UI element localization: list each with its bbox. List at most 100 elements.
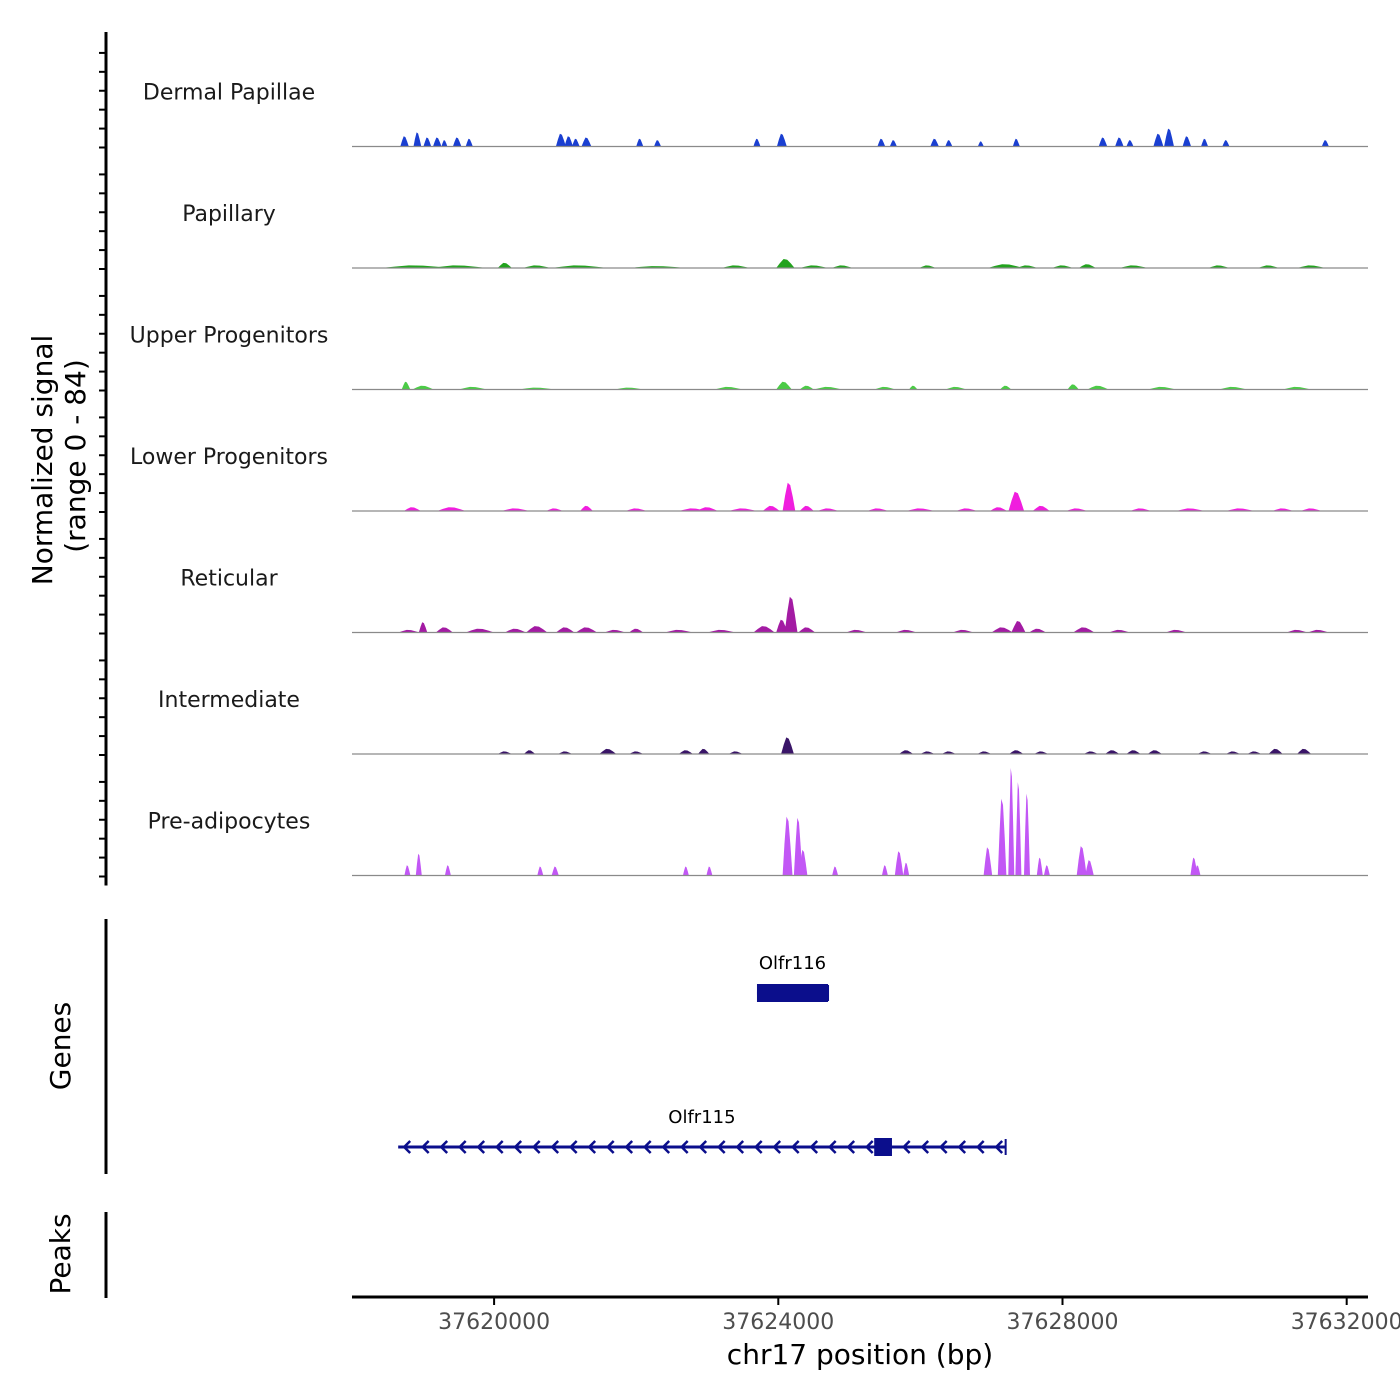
track-upper-progenitors: Upper Progenitors — [130, 324, 1368, 391]
strand-arrow — [661, 1140, 671, 1154]
signal-peak — [555, 133, 566, 147]
signal-peak — [430, 265, 487, 268]
strand-arrow — [476, 1140, 486, 1154]
signal-peak — [1225, 508, 1255, 511]
signal-peak — [380, 265, 452, 268]
signal-peak — [654, 140, 662, 147]
strand-arrow — [938, 1140, 948, 1154]
strand-arrow — [809, 1140, 819, 1154]
signal-peak — [1011, 621, 1026, 633]
signal-peak — [874, 386, 896, 390]
signal-peak — [776, 259, 795, 268]
signal-peak — [1073, 627, 1095, 633]
signal-peak — [1147, 386, 1177, 390]
strand-arrow — [753, 1140, 763, 1154]
gene-label: Olfr116 — [759, 953, 826, 974]
gene-label: Olfr115 — [668, 1107, 735, 1128]
signal-peak — [441, 140, 448, 147]
signal-peak — [1222, 140, 1230, 147]
track-papillary: Papillary — [182, 202, 1368, 269]
strand-arrow — [698, 1140, 708, 1154]
signal-peak — [798, 627, 816, 633]
strand-arrow — [587, 1140, 597, 1154]
strand-arrow — [679, 1140, 689, 1154]
signal-peak — [977, 141, 984, 147]
signal-peak — [599, 748, 617, 754]
strand-arrow — [402, 1140, 412, 1154]
signal-peak — [721, 265, 750, 268]
x-tick-label: 37628000 — [1006, 1310, 1118, 1335]
gene-track: Olfr116 Olfr115 — [398, 953, 1007, 1156]
signal-peak — [1126, 140, 1134, 147]
signal-peak — [1268, 748, 1283, 754]
signal-peak — [458, 386, 487, 390]
signal-peak — [1029, 628, 1047, 633]
signal-peak — [1034, 751, 1049, 754]
x-tick-label: 37632000 — [1291, 1310, 1400, 1335]
track-label: Upper Progenitors — [130, 324, 329, 349]
signal-peak — [894, 851, 904, 876]
signal-peak — [877, 138, 886, 147]
strand-arrow — [550, 1140, 560, 1154]
signal-peak — [776, 381, 792, 390]
signal-peak — [1165, 629, 1187, 633]
signal-peak — [398, 629, 420, 633]
signal-peak — [813, 386, 843, 390]
signal-peak — [776, 133, 787, 147]
signal-peak — [1208, 265, 1230, 268]
track-label: Reticular — [180, 567, 278, 592]
signal-peak — [551, 866, 559, 876]
gene-exon — [874, 1138, 892, 1156]
signal-peak — [919, 265, 936, 268]
signal-peak — [696, 507, 718, 511]
signal-peak — [762, 505, 780, 511]
signal-peak — [1321, 140, 1329, 147]
signal-peak — [990, 507, 1008, 511]
signal-peak — [941, 751, 956, 754]
signal-peak — [497, 751, 512, 754]
genes-label: Genes — [44, 1002, 77, 1090]
signal-peak — [945, 386, 967, 390]
signal-peak — [845, 629, 868, 633]
signal-peak — [452, 137, 462, 147]
track-intermediate: Intermediate — [158, 688, 1368, 755]
signal-peak — [664, 629, 693, 633]
signal-peak — [1078, 264, 1096, 268]
signal-peak — [784, 596, 798, 633]
signal-peak — [714, 386, 743, 390]
signal-peak — [537, 866, 544, 876]
signal-peak — [403, 507, 421, 511]
signal-peak — [504, 628, 527, 633]
signal-peak — [629, 628, 644, 633]
signal-peak — [412, 385, 434, 390]
signal-peak — [952, 629, 974, 633]
signal-peak — [1009, 750, 1024, 754]
track-dermal-papillae: Dermal Papillae — [143, 81, 1368, 148]
strand-arrow — [994, 1140, 1004, 1154]
signal-peak — [753, 626, 775, 633]
strand-arrow — [772, 1140, 782, 1154]
signal-peak — [1036, 857, 1043, 876]
signal-peak — [1218, 386, 1248, 390]
signal-peak — [1098, 137, 1108, 147]
signal-peak — [1119, 265, 1148, 268]
signal-peak — [832, 866, 839, 876]
signal-peak — [1008, 491, 1025, 511]
strand-arrow — [605, 1140, 615, 1154]
signal-peak — [522, 265, 551, 268]
track-label: Pre-adipocytes — [148, 810, 311, 835]
signal-peak — [465, 138, 473, 147]
signal-peak — [895, 629, 917, 633]
signal-peak — [1115, 137, 1124, 147]
signal-peak — [682, 866, 689, 876]
signal-peak — [707, 629, 736, 633]
signal-peak — [867, 508, 889, 511]
signal-peak — [1083, 751, 1098, 754]
signal-peak — [831, 265, 853, 268]
signal-peak — [575, 627, 598, 633]
signal-peak — [798, 849, 808, 876]
x-axis: 37620000 37624000 37628000 37632000 — [352, 1295, 1400, 1335]
peaks-label: Peaks — [44, 1213, 77, 1294]
signal-peak — [1051, 265, 1074, 268]
